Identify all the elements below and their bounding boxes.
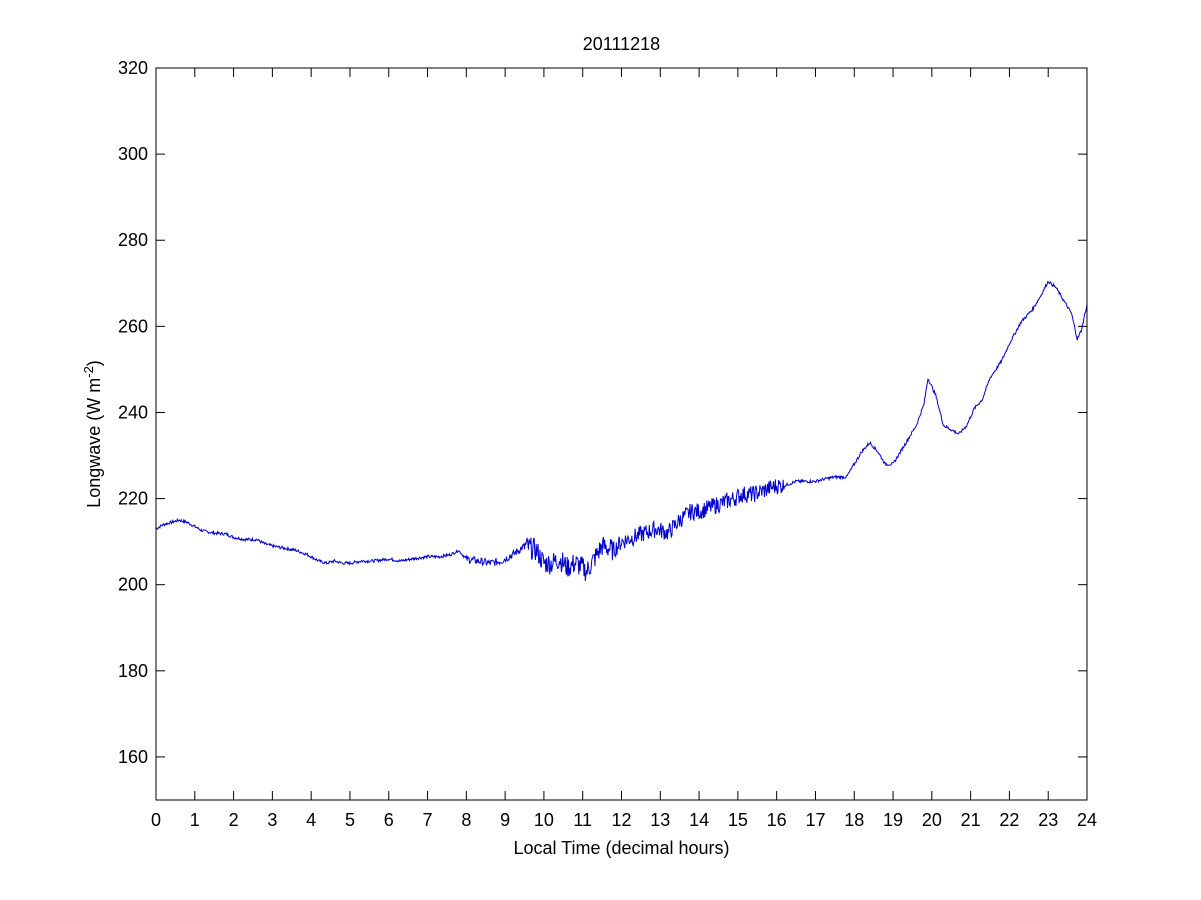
x-tick-label: 7 bbox=[423, 810, 433, 830]
y-axis-label-main: Longwave (W m bbox=[84, 378, 104, 508]
y-tick-labels: 160 180 200 220 240 260 280 300 320 bbox=[118, 58, 148, 767]
x-tick-label: 11 bbox=[573, 810, 592, 830]
x-tick-label: 20 bbox=[922, 810, 942, 830]
y-tick-label: 200 bbox=[118, 575, 148, 595]
x-tick-label: 10 bbox=[534, 810, 554, 830]
x-tick-label: 9 bbox=[500, 810, 510, 830]
x-tick-label: 24 bbox=[1077, 810, 1097, 830]
y-axis-label-close: ) bbox=[84, 360, 104, 366]
axis-ticks bbox=[155, 67, 1088, 800]
x-tick-label: 12 bbox=[611, 810, 631, 830]
x-tick-label: 21 bbox=[961, 810, 981, 830]
y-axis-label: Longwave (W m-2) bbox=[81, 360, 105, 508]
x-tick-label: 19 bbox=[883, 810, 903, 830]
x-tick-label: 0 bbox=[151, 810, 161, 830]
x-tick-label: 5 bbox=[345, 810, 355, 830]
x-tick-label: 22 bbox=[999, 810, 1019, 830]
y-tick-label: 320 bbox=[118, 58, 148, 78]
x-tick-label: 23 bbox=[1038, 810, 1058, 830]
y-tick-label: 300 bbox=[118, 144, 148, 164]
y-tick-label: 180 bbox=[118, 661, 148, 681]
y-tick-label: 260 bbox=[118, 316, 148, 336]
plot-frame bbox=[155, 67, 1088, 801]
y-tick-label: 160 bbox=[118, 747, 148, 767]
plot-area bbox=[156, 68, 1087, 800]
x-tick-label: 15 bbox=[728, 810, 748, 830]
chart-title: 20111218 bbox=[583, 34, 660, 54]
x-tick-label: 3 bbox=[267, 810, 277, 830]
x-tick-label: 2 bbox=[229, 810, 239, 830]
longwave-series-line bbox=[155, 281, 1088, 582]
y-tick-label: 280 bbox=[118, 230, 148, 250]
x-axis-label: Local Time (decimal hours) bbox=[513, 838, 729, 858]
x-tick-label: 6 bbox=[384, 810, 394, 830]
y-tick-label: 240 bbox=[118, 402, 148, 422]
x-tick-label: 17 bbox=[805, 810, 825, 830]
x-tick-label: 13 bbox=[650, 810, 670, 830]
y-axis-label-superscript: -2 bbox=[81, 366, 96, 378]
x-tick-label: 18 bbox=[844, 810, 864, 830]
x-tick-label: 1 bbox=[190, 810, 200, 830]
x-tick-label: 8 bbox=[461, 810, 471, 830]
y-tick-label: 220 bbox=[118, 489, 148, 509]
x-tick-label: 4 bbox=[306, 810, 316, 830]
x-tick-label: 14 bbox=[689, 810, 709, 830]
x-tick-labels: 0 1 2 3 4 5 6 7 8 9 10 11 12 13 14 15 16 17 18 19 20 21 22 23 24 bbox=[151, 810, 1097, 830]
x-tick-label: 16 bbox=[767, 810, 787, 830]
